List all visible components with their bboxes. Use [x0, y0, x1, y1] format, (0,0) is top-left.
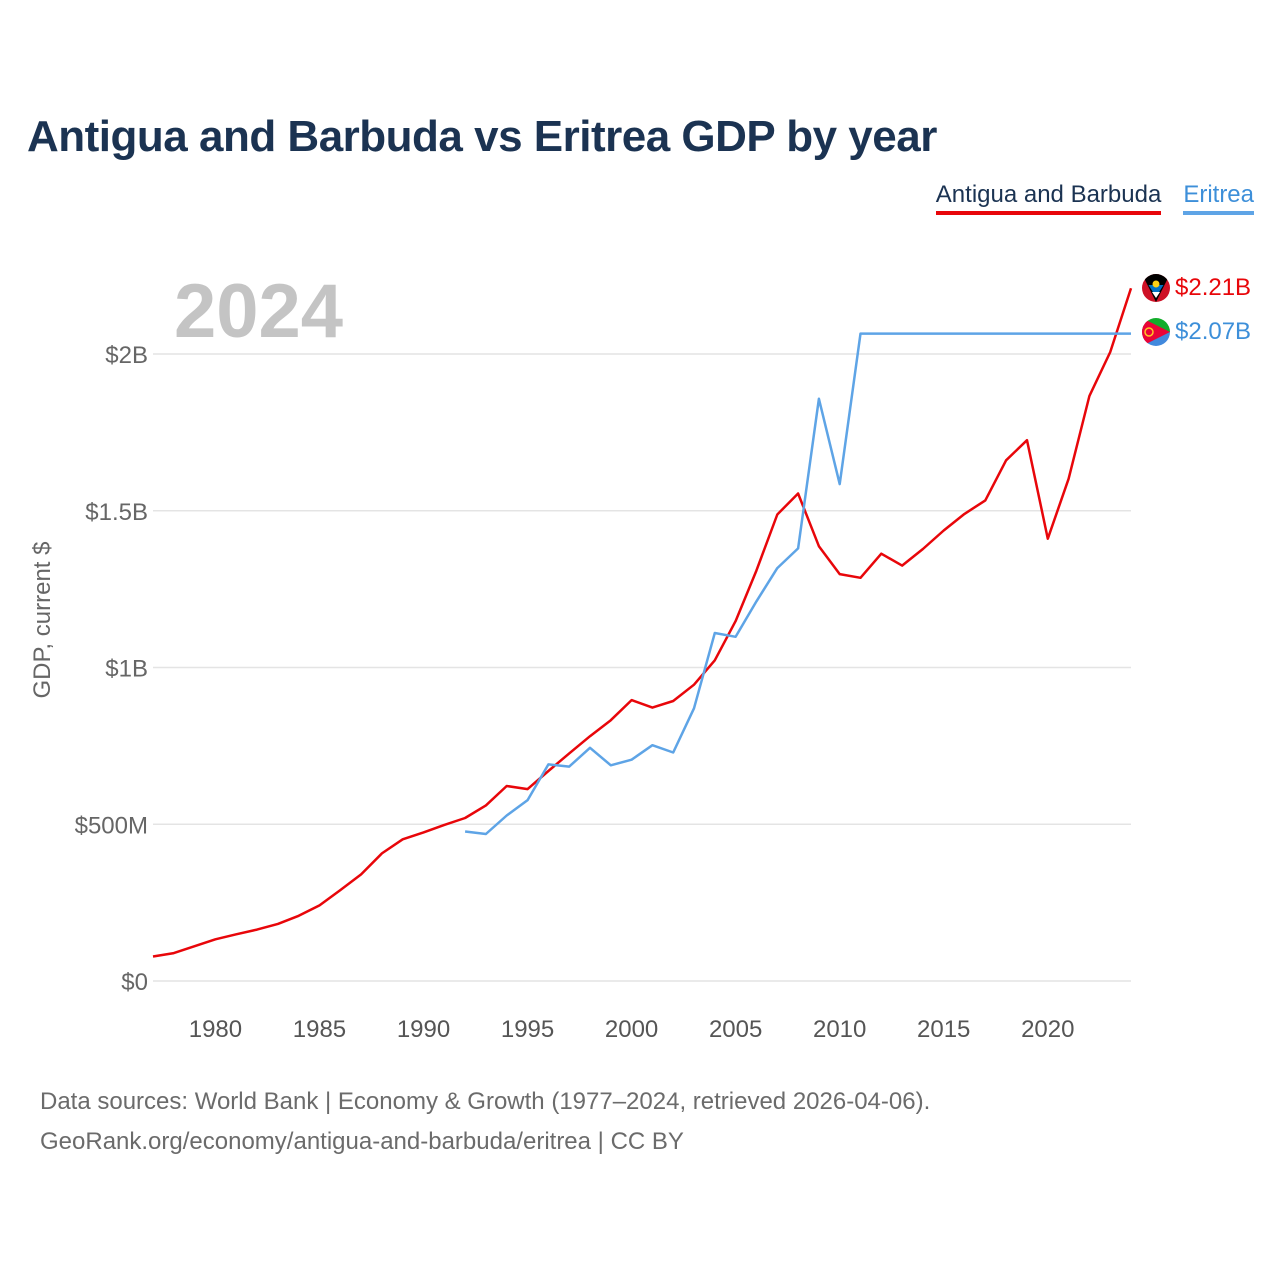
source-line-1: Data sources: World Bank | Economy & Gro… [40, 1088, 931, 1115]
end-label-eritrea: $2.07B [1175, 318, 1251, 345]
chart-title: Antigua and Barbuda vs Eritrea GDP by ye… [27, 112, 937, 161]
eritrea-flag-icon [1142, 318, 1170, 346]
legend-item-antigua-and-barbuda[interactable]: Antigua and Barbuda [935, 182, 1162, 215]
x-tick-label: 1985 [293, 1016, 346, 1043]
y-tick-label: $2B [105, 342, 148, 369]
series-line-antigua-and-barbuda[interactable] [152, 287, 1133, 958]
end-label-antigua-and-barbuda: $2.21B [1175, 274, 1251, 301]
x-tick-label: 2020 [1021, 1016, 1074, 1043]
year-watermark: 2024 [174, 269, 343, 354]
x-tick-label: 1995 [501, 1016, 554, 1043]
y-tick-label: $1B [105, 656, 148, 683]
x-tick-label: 1990 [397, 1016, 450, 1043]
y-axis-label: GDP, current $ [29, 542, 56, 699]
antigua-flag-icon [1142, 274, 1170, 302]
x-axis-ticks: 1980 1985 1990 1995 2000 2005 2010 2015 2020 [189, 1016, 1075, 1043]
source-line-2[interactable]: GeoRank.org/economy/antigua-and-barbuda/… [40, 1128, 684, 1155]
series-line-eritrea[interactable] [464, 332, 1131, 836]
x-tick-label: 2000 [605, 1016, 658, 1043]
grid-lines [153, 353, 1131, 982]
y-tick-label: $500M [75, 812, 148, 839]
y-axis-ticks: $0 $500M $1B $1.5B $2B [75, 342, 148, 996]
y-tick-label: $1.5B [85, 499, 148, 526]
series-lines [152, 287, 1133, 958]
x-tick-label: 2005 [709, 1016, 762, 1043]
source-note: Data sources: World Bank | Economy & Gro… [40, 1082, 930, 1162]
y-tick-label: $0 [121, 969, 148, 996]
legend-item-eritrea[interactable]: Eritrea [1183, 182, 1254, 215]
x-tick-label: 2015 [917, 1016, 970, 1043]
x-tick-label: 2010 [813, 1016, 866, 1043]
x-tick-label: 1980 [189, 1016, 242, 1043]
legend: Antigua and Barbuda Eritrea [935, 182, 1254, 215]
